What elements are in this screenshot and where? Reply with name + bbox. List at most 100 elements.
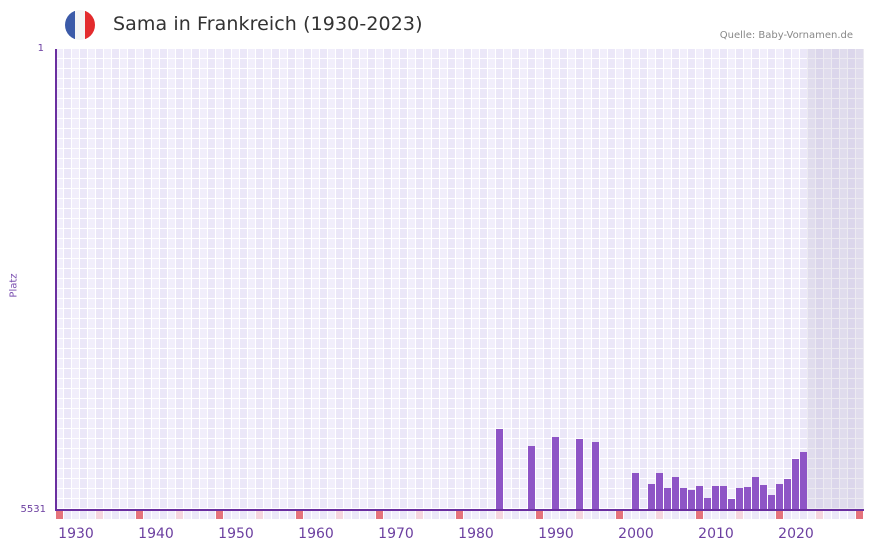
grid-column (136, 49, 143, 510)
year-marker (520, 511, 527, 519)
grid-column (128, 49, 135, 510)
year-marker (216, 511, 223, 519)
grid-row (56, 348, 864, 349)
year-marker (840, 511, 847, 519)
grid-column (640, 49, 647, 510)
grid-column (296, 49, 303, 510)
grid-row (56, 448, 864, 449)
grid-column (592, 49, 599, 510)
grid-column (168, 49, 175, 510)
bar-2015[interactable] (752, 477, 759, 510)
bar-2006[interactable] (680, 488, 687, 510)
grid-row (56, 398, 864, 399)
grid-row (56, 338, 864, 339)
grid-column (504, 49, 511, 510)
bar-2018[interactable] (776, 484, 783, 510)
year-marker (776, 511, 783, 519)
year-marker (512, 511, 519, 519)
grid-row (56, 118, 864, 119)
grid-row (56, 378, 864, 379)
grid-column (608, 49, 615, 510)
grid-column (456, 49, 463, 510)
grid-column (712, 49, 719, 510)
year-marker (856, 511, 863, 519)
y-axis-title: Platz (8, 273, 20, 298)
bar-2008[interactable] (696, 486, 703, 510)
year-marker (592, 511, 599, 519)
bar-2019[interactable] (784, 479, 791, 510)
grid-column (432, 49, 439, 510)
bar-2007[interactable] (688, 490, 695, 510)
year-marker (272, 511, 279, 519)
bar-2005[interactable] (672, 477, 679, 510)
grid-column (488, 49, 495, 510)
bar-2000[interactable] (632, 473, 639, 510)
grid-column (392, 49, 399, 510)
bar-2014[interactable] (744, 487, 751, 510)
bar-2013[interactable] (736, 488, 743, 510)
year-marker (264, 511, 271, 519)
year-marker (672, 511, 679, 519)
year-marker (376, 511, 383, 519)
year-marker (400, 511, 407, 519)
bar-2016[interactable] (760, 485, 767, 510)
grid-column (304, 49, 311, 510)
grid-row (56, 78, 864, 79)
bar-2003[interactable] (656, 473, 663, 510)
grid-column (344, 49, 351, 510)
bar-2004[interactable] (664, 488, 671, 510)
year-marker (360, 511, 367, 519)
bar-1987[interactable] (528, 446, 535, 510)
bar-2011[interactable] (720, 486, 727, 510)
flag-stripe-blue (65, 10, 75, 40)
year-marker (160, 511, 167, 519)
grid-column (560, 49, 567, 510)
grid-row (56, 328, 864, 329)
bar-1995[interactable] (592, 442, 599, 510)
grid-column (408, 49, 415, 510)
bar-2010[interactable] (712, 486, 719, 510)
y-tick-top: 1 (37, 43, 44, 54)
bar-2009[interactable] (704, 498, 711, 510)
grid-column (632, 49, 639, 510)
bar-1993[interactable] (576, 439, 583, 510)
grid-row (56, 148, 864, 149)
year-marker (152, 511, 159, 519)
grid-row (56, 238, 864, 239)
grid-column (88, 49, 95, 510)
grid-column (152, 49, 159, 510)
bar-2017[interactable] (768, 495, 775, 510)
grid-column (680, 49, 687, 510)
grid-row (56, 418, 864, 419)
grid-column (784, 49, 791, 510)
bar-1983[interactable] (496, 429, 503, 510)
bar-2021[interactable] (800, 452, 807, 510)
bar-2012[interactable] (728, 499, 735, 510)
grid-row (56, 158, 864, 159)
year-marker (296, 511, 303, 519)
year-marker (424, 511, 431, 519)
grid-column (352, 49, 359, 510)
grid-column (672, 49, 679, 510)
grid-column (176, 49, 183, 510)
year-marker (280, 511, 287, 519)
bar-2020[interactable] (792, 459, 799, 510)
grid-column (768, 49, 775, 510)
year-marker (192, 511, 199, 519)
grid-column (792, 49, 799, 510)
grid-row (56, 368, 864, 369)
year-marker (432, 511, 439, 519)
grid-column (120, 49, 127, 510)
grid-column (232, 49, 239, 510)
bar-1990[interactable] (552, 437, 559, 510)
x-tick-1970: 1970 (378, 526, 414, 542)
grid-column (736, 49, 743, 510)
year-marker (248, 511, 255, 519)
year-marker (616, 511, 623, 519)
bar-2002[interactable] (648, 484, 655, 510)
grid-column (544, 49, 551, 510)
grid-column (384, 49, 391, 510)
year-marker (536, 511, 543, 519)
grid-column (288, 49, 295, 510)
x-tick-2020: 2020 (778, 526, 814, 542)
